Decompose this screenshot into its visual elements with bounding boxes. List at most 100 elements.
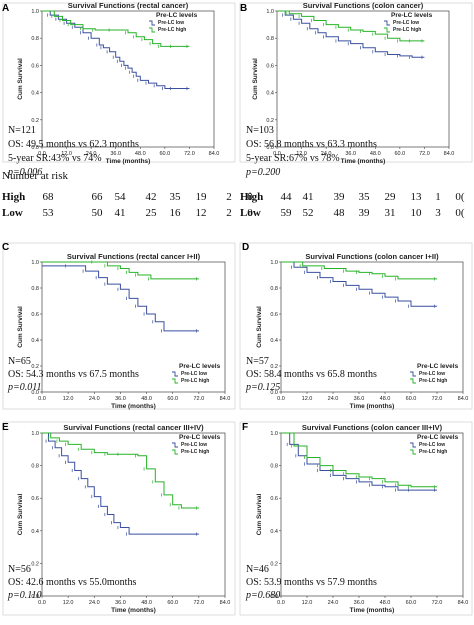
x-tick-label: 0.0 — [277, 396, 285, 402]
y-tick-label: 0.0 — [270, 594, 278, 600]
stat-line: OS: 42.6 months vs 55.0months — [8, 577, 136, 588]
x-tick-label: 12.0 — [63, 600, 74, 606]
panel-f: Survival Functions (colon cancer III+IV)… — [239, 421, 473, 616]
x-tick-label: 84.0 — [444, 151, 455, 157]
risk-row-label-b: Low — [240, 207, 261, 219]
risk-cell-a: 0 — [247, 191, 253, 203]
plot-area — [280, 432, 464, 597]
series-line-high — [42, 10, 190, 47]
risk-cell-a: 25 — [146, 207, 158, 219]
y-tick-label: 0.0 — [31, 145, 39, 151]
x-tick-label: 0.0 — [273, 151, 281, 157]
y-tick-label: 0.8 — [266, 36, 274, 42]
y-tick-label: 0.4 — [270, 338, 278, 344]
risk-cell-a: 16 — [170, 207, 182, 219]
legend-swatch-high — [384, 27, 390, 33]
x-tick-label: 36.0 — [345, 151, 356, 157]
x-tick-label: 72.0 — [432, 600, 443, 606]
x-tick-label: 60.0 — [167, 600, 178, 606]
risk-cell-a: 2 — [226, 207, 232, 219]
risk-cell-b: 31 — [385, 207, 396, 219]
risk-cell-b: 1 — [435, 191, 441, 203]
y-tick-label: 0.0 — [31, 594, 39, 600]
y-tick-label: 0.2 — [270, 561, 278, 567]
y-tick-label: 0.2 — [31, 118, 39, 124]
stat-line: p=0.011 — [7, 382, 42, 393]
legend-label-high: Pre-LC high — [181, 449, 209, 455]
x-tick-label: 72.0 — [432, 396, 443, 402]
y-tick-label: 1.0 — [270, 431, 278, 437]
stat-line: 5-year SR:43% vs 74% — [8, 153, 102, 164]
y-axis-label: Cum Survival — [256, 306, 263, 348]
legend-swatch-low — [410, 442, 416, 448]
legend-swatch-low — [410, 371, 416, 377]
x-tick-label: 0.0 — [277, 600, 285, 606]
risk-cell-b: 35 — [359, 191, 371, 203]
y-tick-label: 0.0 — [266, 145, 274, 151]
x-tick-label: 48.0 — [135, 151, 146, 157]
x-tick-label: 60.0 — [406, 600, 417, 606]
risk-cell-a: 35 — [170, 191, 182, 203]
legend-title: Pre-LC levels — [179, 434, 221, 441]
x-tick-label: 84.0 — [209, 151, 220, 157]
x-tick-label: 84.0 — [458, 600, 469, 606]
panel-letter: C — [2, 242, 9, 253]
risk-cell-b: 13 — [411, 191, 423, 203]
stat-line: p=0.110 — [7, 590, 42, 601]
plot-area — [280, 261, 464, 393]
x-axis-label: Time (months) — [106, 158, 151, 165]
stat-line: N=103 — [246, 125, 274, 136]
chart-title: Survival Functions (rectal cancer III+IV… — [63, 423, 204, 432]
x-tick-label: 36.0 — [115, 396, 126, 402]
y-axis-label: Cum Survival — [17, 306, 24, 348]
y-tick-label: 0.6 — [31, 496, 39, 502]
legend-swatch-high — [172, 449, 178, 455]
legend-label-low: Pre-LC low — [419, 442, 445, 448]
chart-title: Survival Functions (rectal cancer) — [68, 1, 189, 10]
y-tick-label: 0.2 — [31, 364, 39, 370]
risk-cell-a: 66 — [92, 191, 104, 203]
y-tick-label: 0.6 — [31, 63, 39, 69]
x-axis-label: Time (months) — [350, 403, 395, 410]
series-line-low — [281, 261, 437, 307]
legend-title: Pre-LC levels — [179, 363, 221, 370]
x-axis-label: Time (months) — [111, 403, 156, 410]
panels-group: Survival Functions (rectal cancer)A0.0 12… — [2, 1, 473, 616]
y-axis-label: Cum Survival — [17, 494, 24, 536]
x-tick-label: 24.0 — [89, 396, 100, 402]
x-tick-label: 60.0 — [159, 151, 170, 157]
x-tick-label: 12.0 — [302, 396, 313, 402]
risk-cell-b: 3 — [435, 207, 441, 219]
plot-area — [276, 10, 450, 148]
stat-line: p=0.200 — [245, 167, 280, 178]
y-tick-label: 0.4 — [270, 529, 278, 535]
y-tick-label: 0.0 — [31, 390, 39, 396]
risk-cell-b: 0( — [455, 207, 465, 219]
x-tick-label: 84.0 — [458, 396, 469, 402]
x-tick-label: 60.0 — [406, 396, 417, 402]
stat-line: OS: 49.5 months vs 62.3 months — [8, 139, 139, 150]
panel-letter: A — [2, 3, 9, 14]
x-tick-label: 24.0 — [86, 151, 97, 157]
x-tick-label: 24.0 — [328, 396, 339, 402]
x-tick-label: 0.0 — [38, 396, 46, 402]
stat-line: OS: 58.4 months vs 65.8 months — [246, 369, 377, 380]
risk-row-label: Low — [2, 207, 23, 219]
risk-cell-a: 42 — [146, 191, 157, 203]
x-tick-label: 84.0 — [220, 396, 231, 402]
y-tick-label: 1.0 — [31, 9, 39, 15]
y-tick-label: 0.4 — [266, 91, 274, 97]
x-tick-label: 72.0 — [193, 396, 204, 402]
y-tick-label: 1.0 — [266, 9, 274, 15]
chart-title: Survival Functions (rectal cancer I+II) — [67, 252, 201, 261]
risk-cell-b: 52 — [303, 207, 314, 219]
risk-cell-a: 12 — [196, 207, 207, 219]
x-tick-label: 72.0 — [193, 600, 204, 606]
legend-label-high: Pre-LC high — [158, 27, 186, 33]
series-line-low — [277, 10, 425, 58]
y-tick-label: 0.0 — [270, 390, 278, 396]
